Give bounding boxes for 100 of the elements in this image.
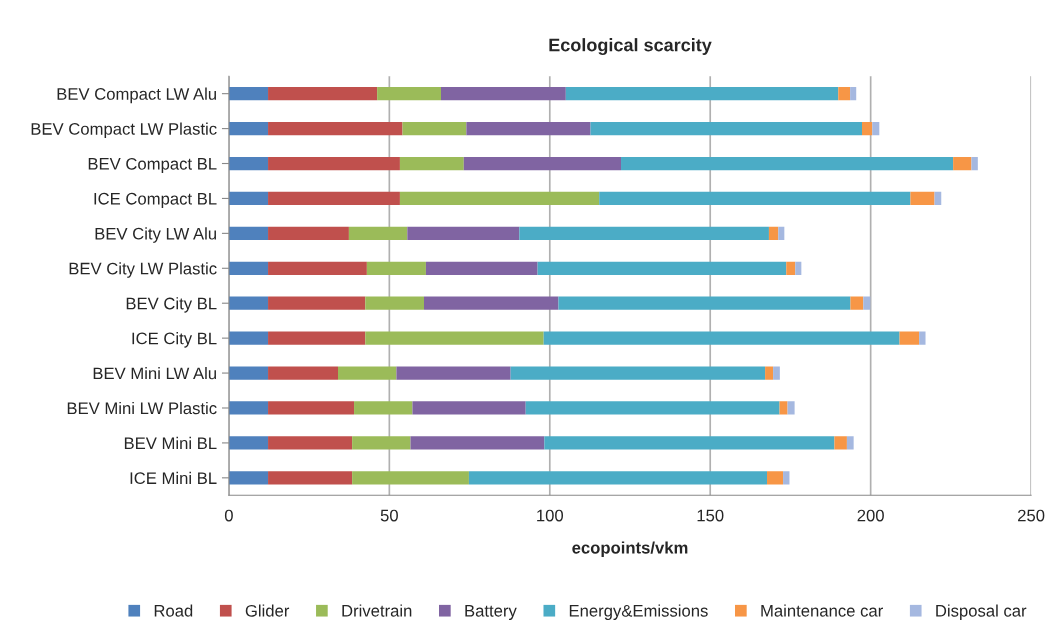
y-tick-label: BEV Compact LW Alu [57,87,216,104]
x-tick-label: 200 [857,509,884,522]
legend-label: Road [154,604,193,617]
bar [228,226,269,240]
bar [466,121,591,136]
bar [407,226,520,240]
bar [366,261,426,275]
legend-label: Glider [245,604,290,617]
bar [365,296,424,310]
bar [621,156,954,171]
bar [268,226,349,240]
y-tick-label: BEV Compact BL [88,157,217,174]
bar [599,191,911,206]
bar [399,191,600,206]
bar [558,296,851,310]
bar [778,226,785,240]
x-axis-title: ecopoints/vkm [572,541,688,557]
bar [268,87,378,101]
bar [850,296,864,310]
x-tick-label: 250 [1018,509,1045,522]
y-tick-label: BEV Mini LW Alu [93,367,216,380]
bar [537,261,787,275]
bar [424,296,559,310]
bar [510,366,766,380]
bar [228,156,269,171]
legend-label: Battery [465,605,517,620]
bar [228,191,269,206]
bar [377,87,441,101]
bar [268,121,403,136]
legend-label: Disposal car [936,604,1027,620]
legend-label: Maintenance car [761,604,883,617]
bar [268,471,353,485]
y-tick-label: ICE Mini BL [130,471,217,485]
bar [850,87,857,101]
bar [268,366,338,380]
bar [412,401,526,415]
y-tick-label: BEV Mini LW Plastic [67,401,217,415]
x-tick-label: 0 [224,509,233,522]
bar [228,87,269,101]
bar [795,261,802,275]
bar [838,87,851,101]
bar [268,261,367,275]
bar [402,121,467,136]
legend-label: Drivetrain [342,604,412,617]
bar [228,296,269,310]
bar [228,331,269,345]
bar [765,366,774,380]
bar [565,87,839,101]
bar [268,436,353,450]
bar [544,436,835,450]
bar [783,471,790,485]
bar [525,401,780,415]
bar [787,401,795,415]
bar [773,366,780,380]
bar [971,156,978,171]
chart-title: Ecological scarcity [549,38,712,56]
bar [348,226,408,240]
bar [352,471,469,485]
bar [228,121,269,136]
bar [519,226,769,240]
y-tick-label: BEV Mini BL [124,436,217,449]
bar [410,436,545,450]
y-tick-label: ICE Compact BL [94,192,217,208]
bar [468,471,768,485]
bar [834,436,847,450]
bar [872,121,880,136]
y-tick-label: BEV City BL [126,297,217,313]
y-tick-label: ICE City BL [132,332,217,348]
bar [862,121,873,136]
x-tick-label: 150 [697,509,724,522]
bar [228,401,269,415]
bar [919,331,926,345]
bar [543,331,900,345]
bar [352,436,411,450]
bar [910,191,935,206]
bar [228,261,269,275]
bar [228,436,269,450]
bar [268,191,400,206]
bar [899,331,920,345]
legend-label: Energy&Emissions [569,604,708,620]
bar [365,331,544,345]
bar [228,471,269,485]
bar [228,366,269,380]
bar [590,121,862,136]
bar [268,156,400,171]
bar [268,331,366,345]
bar [268,401,355,415]
y-tick-label: BEV City LW Plastic [69,262,217,278]
bar [953,156,972,171]
bar [338,366,397,380]
bar [846,436,854,450]
y-tick-label: BEV City LW Alu [95,227,216,243]
bar [396,366,511,380]
bar [786,261,796,275]
x-tick-label: 50 [380,509,398,522]
bar [463,156,622,171]
bar [441,87,566,101]
bar [425,261,538,275]
bar [767,471,784,485]
bar [779,401,788,415]
